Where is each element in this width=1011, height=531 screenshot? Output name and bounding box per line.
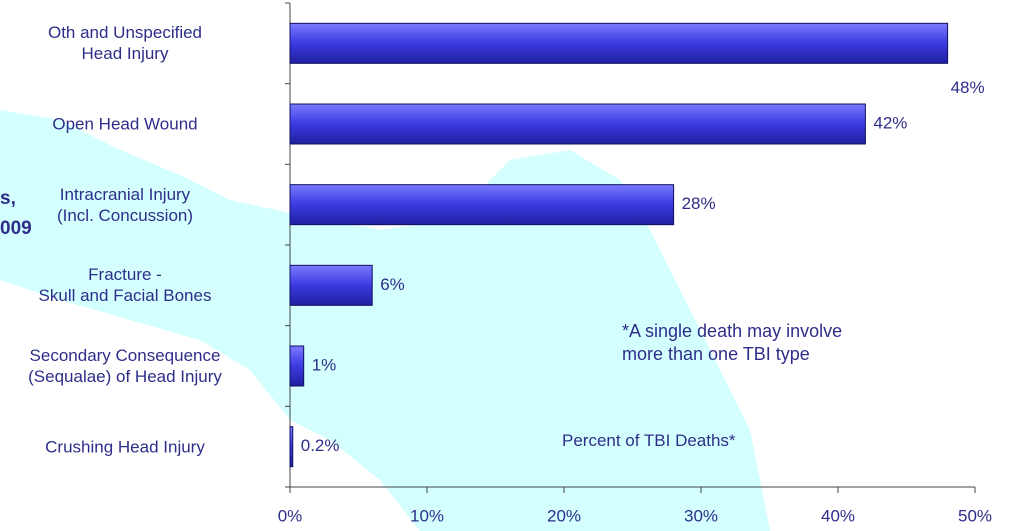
x-tick-label: 30% xyxy=(684,506,718,525)
x-tick-label: 10% xyxy=(410,506,444,525)
y-tick-label: Crushing Head Injury xyxy=(45,437,205,457)
title-fragment: 009 xyxy=(0,218,32,239)
x-axis-title: Percent of TBI Deaths* xyxy=(562,431,736,450)
value-label: 6% xyxy=(380,275,405,294)
bar xyxy=(289,264,373,306)
y-tick-label: Oth and Unspecified Head Injury xyxy=(47,23,203,64)
x-tick-label: 0% xyxy=(278,506,303,525)
bar xyxy=(289,184,675,226)
bar xyxy=(289,345,305,387)
y-tick-label: Open Head Wound xyxy=(52,114,198,134)
x-tick-label: 20% xyxy=(547,506,581,525)
value-label: 42% xyxy=(873,113,907,132)
bar xyxy=(289,22,949,64)
value-label: 0.2% xyxy=(301,436,340,455)
value-label: 48% xyxy=(951,78,985,97)
x-tick-label: 40% xyxy=(821,506,855,525)
value-label: 1% xyxy=(312,355,337,374)
value-label: 28% xyxy=(682,194,716,213)
bar xyxy=(289,426,294,468)
annotation: *A single death may involve more than on… xyxy=(622,321,843,364)
bar xyxy=(289,103,866,145)
x-tick-label: 50% xyxy=(958,506,992,525)
y-tick-label: Secondary Consequence (Sequalae) of Head… xyxy=(28,346,222,386)
y-tick-label: Fracture - Skull and Facial Bones xyxy=(38,265,212,306)
title-fragment: s, xyxy=(0,188,16,209)
y-tick-label: Intracranial Injury (Incl. Concussion) xyxy=(56,184,194,225)
